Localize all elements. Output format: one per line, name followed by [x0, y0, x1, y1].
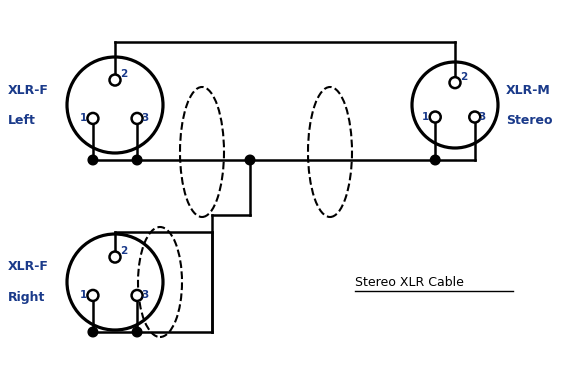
Circle shape: [110, 252, 120, 263]
Text: 3: 3: [479, 112, 486, 122]
Circle shape: [88, 113, 98, 124]
Circle shape: [430, 111, 441, 122]
Text: 2: 2: [460, 72, 467, 82]
Text: Stereo: Stereo: [506, 114, 553, 127]
Text: XLR-M: XLR-M: [506, 84, 551, 97]
Circle shape: [88, 290, 98, 301]
Circle shape: [88, 327, 98, 337]
Circle shape: [132, 327, 142, 337]
Text: Stereo XLR Cable: Stereo XLR Cable: [355, 276, 464, 289]
Text: Right: Right: [8, 290, 45, 303]
Text: 1: 1: [422, 112, 429, 122]
Text: XLR-F: XLR-F: [8, 260, 49, 273]
Circle shape: [132, 290, 142, 301]
Text: 3: 3: [141, 114, 149, 124]
Text: 2: 2: [120, 246, 127, 256]
Circle shape: [450, 77, 460, 88]
Circle shape: [245, 155, 255, 165]
Circle shape: [132, 155, 142, 165]
Text: 1: 1: [80, 290, 87, 300]
Circle shape: [431, 155, 440, 165]
Text: 3: 3: [141, 290, 149, 300]
Text: 2: 2: [120, 69, 127, 79]
Text: Left: Left: [8, 114, 36, 127]
Circle shape: [132, 113, 142, 124]
Circle shape: [470, 111, 480, 122]
Text: XLR-F: XLR-F: [8, 84, 49, 97]
Circle shape: [110, 74, 120, 85]
Circle shape: [88, 155, 98, 165]
Text: 1: 1: [80, 114, 87, 124]
